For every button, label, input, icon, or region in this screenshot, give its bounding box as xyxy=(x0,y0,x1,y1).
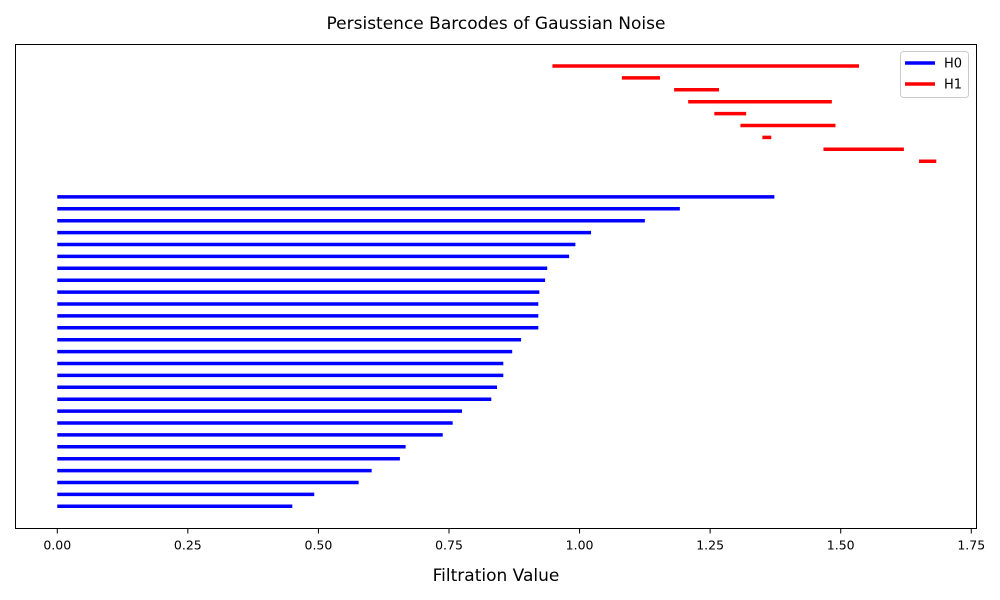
x-axis-label: Filtration Value xyxy=(433,566,560,586)
bars-layer xyxy=(57,64,937,509)
legend: H0 H1 xyxy=(900,51,969,98)
x-tick-label: 0.50 xyxy=(305,538,333,553)
x-tick-label: 0.75 xyxy=(435,538,463,553)
x-tick-label: 1.00 xyxy=(566,538,594,553)
chart-title: Persistence Barcodes of Gaussian Noise xyxy=(327,14,666,34)
x-tick-label: 1.50 xyxy=(827,538,855,553)
x-tick-label: 1.75 xyxy=(957,538,985,553)
x-tick-label: 0.25 xyxy=(174,538,202,553)
x-axis-ticks: 0.00 0.25 0.50 0.75 1.00 1.25 1.50 1.75 xyxy=(43,528,985,553)
legend-label-h0: H0 xyxy=(944,57,962,72)
legend-label-h1: H1 xyxy=(944,78,962,93)
x-tick-label: 1.25 xyxy=(696,538,724,553)
plot-area-frame xyxy=(15,44,977,529)
x-tick-label: 0.00 xyxy=(43,538,71,553)
